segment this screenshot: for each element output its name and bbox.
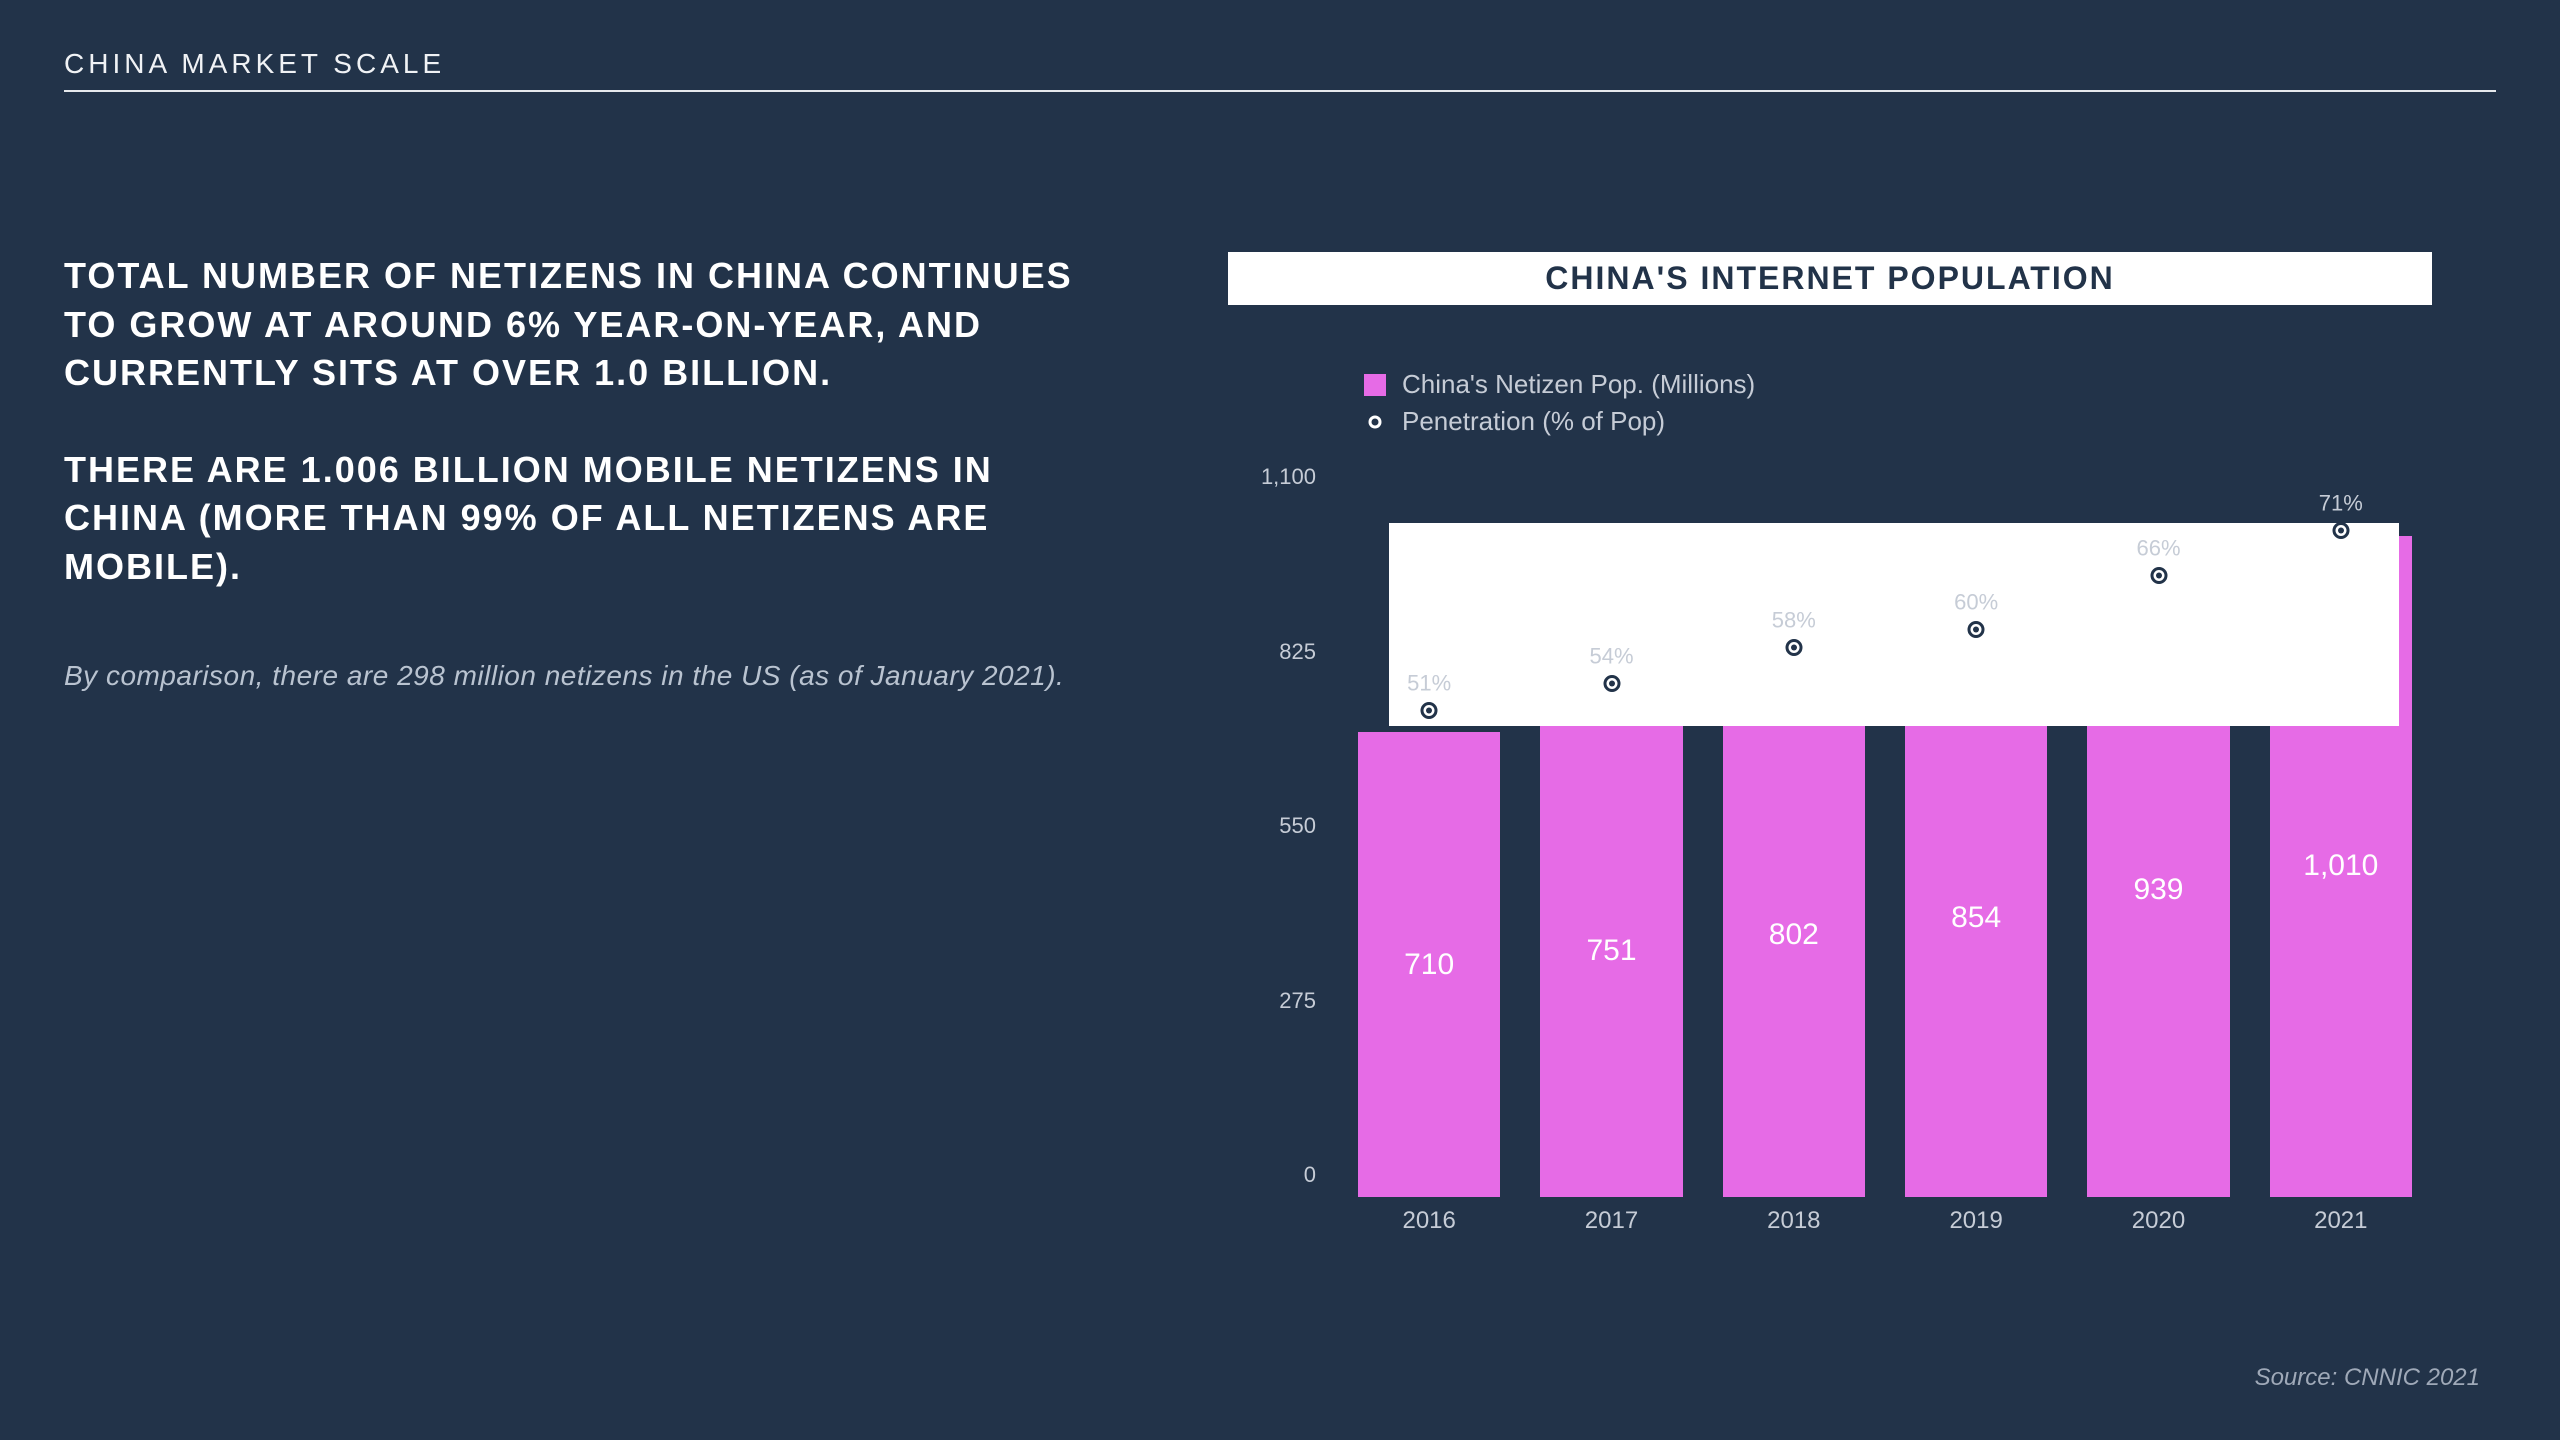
y-axis: 02755508251,100 — [1228, 477, 1328, 1175]
bar: 802 — [1723, 672, 1865, 1197]
x-axis-labels: 201620172018201920202021 — [1338, 1207, 2432, 1235]
y-tick-label: 550 — [1228, 813, 1316, 839]
x-tick-label: 2018 — [1703, 1207, 1885, 1235]
penetration-label: 51% — [1407, 670, 1451, 696]
bar-value-label: 939 — [2133, 873, 2183, 907]
bar-value-label: 751 — [1586, 934, 1636, 968]
penetration-label: 71% — [2319, 490, 2363, 516]
y-tick-label: 825 — [1228, 639, 1316, 665]
bar-value-label: 1,010 — [2303, 849, 2378, 883]
page-title: CHINA MARKET SCALE — [64, 48, 2496, 80]
y-tick-label: 275 — [1228, 988, 1316, 1014]
key-stat-1: TOTAL NUMBER OF NETIZENS IN CHINA CONTIN… — [64, 252, 1084, 398]
chart-legend: China's Netizen Pop. (Millions) Penetrat… — [1364, 369, 2496, 437]
source-citation: Source: CNNIC 2021 — [2255, 1364, 2480, 1392]
penetration-marker-icon — [1784, 638, 1804, 663]
penetration-label: 54% — [1589, 643, 1633, 669]
penetration-marker-icon — [1602, 674, 1622, 699]
penetration-marker-icon — [2331, 521, 2351, 546]
x-tick-label: 2020 — [2067, 1207, 2249, 1235]
right-column: CHINA'S INTERNET POPULATION China's Neti… — [1164, 252, 2496, 1197]
plot-area: 710 751 802 854 939 1,010 51% 54% 58% 60% 66% 71% — [1338, 477, 2432, 1197]
legend-label-bars: China's Netizen Pop. (Millions) — [1402, 369, 1755, 400]
legend-item-line: Penetration (% of Pop) — [1364, 406, 2496, 437]
x-tick-label: 2017 — [1520, 1207, 1702, 1235]
bar: 751 — [1540, 705, 1682, 1197]
x-tick-label: 2016 — [1338, 1207, 1520, 1235]
bar-value-label: 710 — [1404, 948, 1454, 982]
penetration-marker-icon — [1419, 701, 1439, 726]
legend-label-line: Penetration (% of Pop) — [1402, 406, 1665, 437]
penetration-label: 66% — [2136, 535, 2180, 561]
legend-marker-icon — [1364, 411, 1386, 433]
x-tick-label: 2019 — [1885, 1207, 2067, 1235]
left-column: TOTAL NUMBER OF NETIZENS IN CHINA CONTIN… — [64, 252, 1164, 1197]
bar-value-label: 854 — [1951, 901, 2001, 935]
penetration-marker-icon — [1966, 620, 1986, 645]
x-tick-label: 2021 — [2250, 1207, 2432, 1235]
legend-item-bars: China's Netizen Pop. (Millions) — [1364, 369, 2496, 400]
overlay-panel — [1389, 523, 2399, 726]
key-stat-2: THERE ARE 1.006 BILLION MOBILE NETIZENS … — [64, 446, 1084, 592]
legend-swatch-icon — [1364, 374, 1386, 396]
comparison-note: By comparison, there are 298 million net… — [64, 656, 1084, 697]
bar: 710 — [1358, 732, 1500, 1197]
bar-value-label: 802 — [1769, 918, 1819, 952]
y-tick-label: 1,100 — [1228, 464, 1316, 490]
page-header: CHINA MARKET SCALE — [64, 48, 2496, 92]
chart-title: CHINA'S INTERNET POPULATION — [1228, 252, 2432, 305]
y-tick-label: 0 — [1228, 1162, 1316, 1188]
penetration-label: 60% — [1954, 589, 1998, 615]
penetration-marker-icon — [2149, 566, 2169, 591]
chart-area: 02755508251,100 7107518028549391,010 51%… — [1228, 477, 2432, 1197]
content-row: TOTAL NUMBER OF NETIZENS IN CHINA CONTIN… — [64, 252, 2496, 1197]
penetration-label: 58% — [1772, 607, 1816, 633]
